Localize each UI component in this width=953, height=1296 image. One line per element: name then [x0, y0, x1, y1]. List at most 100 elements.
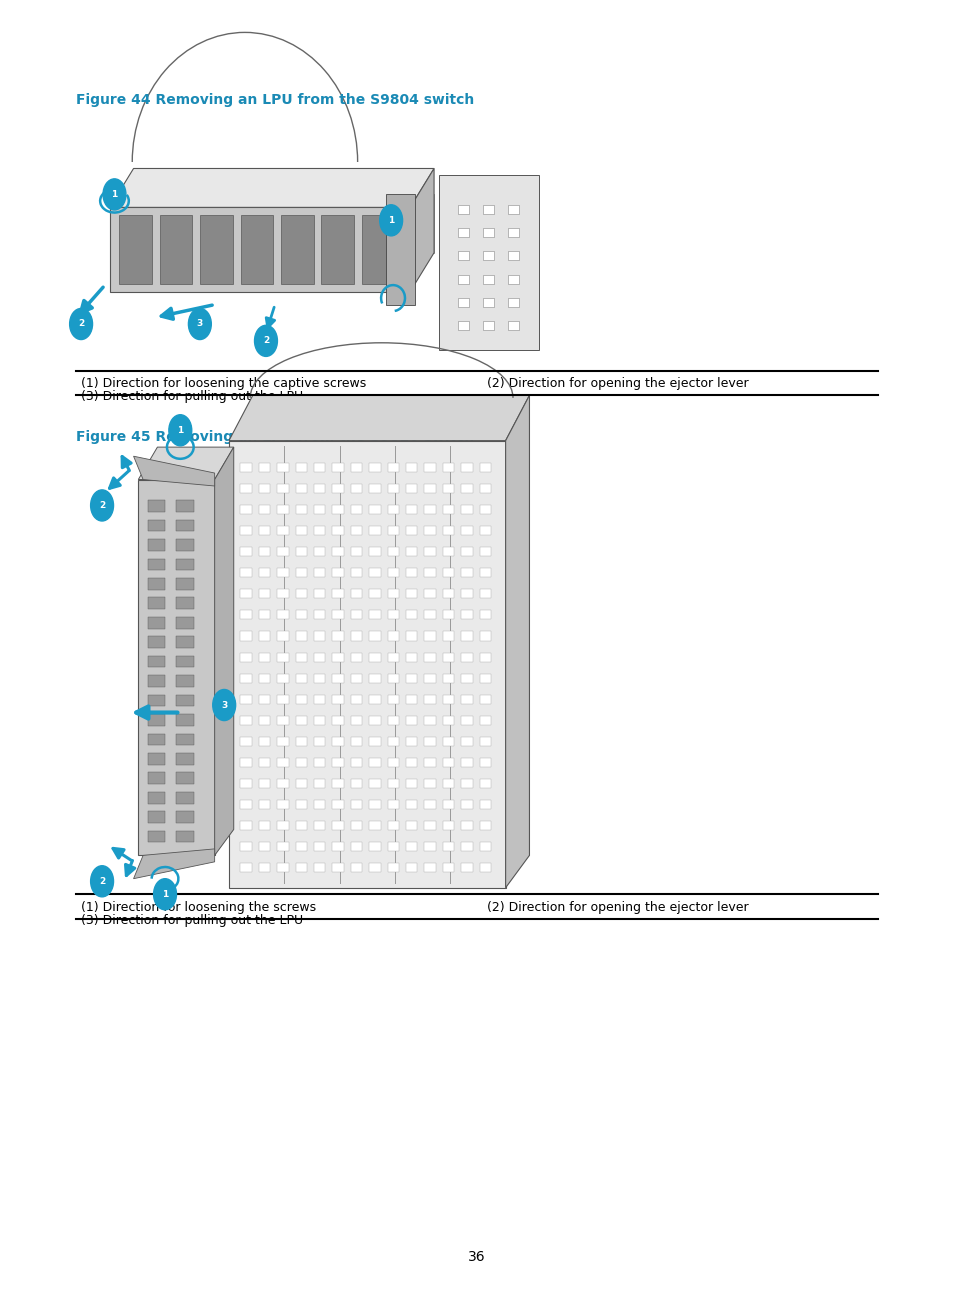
- Bar: [406, 674, 417, 683]
- Bar: [479, 695, 491, 704]
- Bar: [314, 569, 325, 578]
- Bar: [424, 653, 436, 662]
- Text: 1: 1: [112, 191, 117, 198]
- Bar: [369, 485, 380, 494]
- Bar: [442, 842, 454, 851]
- Bar: [387, 715, 398, 724]
- Bar: [424, 485, 436, 494]
- Bar: [406, 822, 417, 831]
- Bar: [110, 207, 410, 292]
- Bar: [457, 228, 469, 237]
- Bar: [442, 863, 454, 872]
- Bar: [424, 526, 436, 535]
- Circle shape: [70, 308, 92, 340]
- Bar: [424, 800, 436, 809]
- Bar: [148, 597, 165, 609]
- Bar: [442, 505, 454, 515]
- Bar: [460, 485, 472, 494]
- Bar: [457, 298, 469, 307]
- Bar: [176, 675, 193, 687]
- Bar: [258, 569, 270, 578]
- Bar: [438, 175, 538, 350]
- Bar: [176, 831, 193, 842]
- Bar: [277, 631, 289, 640]
- Bar: [369, 842, 380, 851]
- Bar: [387, 758, 398, 767]
- Bar: [295, 547, 307, 556]
- Circle shape: [189, 308, 212, 340]
- Bar: [442, 569, 454, 578]
- Circle shape: [103, 179, 126, 210]
- Bar: [332, 800, 343, 809]
- Bar: [314, 715, 325, 724]
- Bar: [351, 695, 362, 704]
- Bar: [277, 715, 289, 724]
- Circle shape: [254, 325, 277, 356]
- Bar: [442, 653, 454, 662]
- Bar: [277, 547, 289, 556]
- Bar: [277, 800, 289, 809]
- Bar: [176, 617, 193, 629]
- Bar: [424, 822, 436, 831]
- Bar: [387, 779, 398, 788]
- Text: 2: 2: [78, 320, 84, 328]
- Bar: [387, 800, 398, 809]
- Bar: [351, 842, 362, 851]
- Bar: [148, 675, 165, 687]
- Bar: [258, 674, 270, 683]
- Bar: [148, 617, 165, 629]
- Bar: [460, 758, 472, 767]
- Text: 2: 2: [99, 877, 105, 885]
- Bar: [387, 590, 398, 599]
- Circle shape: [213, 689, 235, 721]
- Bar: [332, 779, 343, 788]
- Bar: [314, 842, 325, 851]
- Bar: [332, 463, 343, 472]
- Bar: [424, 610, 436, 619]
- Bar: [460, 863, 472, 872]
- Polygon shape: [410, 168, 434, 292]
- Bar: [332, 526, 343, 535]
- Bar: [460, 505, 472, 515]
- Bar: [387, 526, 398, 535]
- Bar: [507, 228, 518, 237]
- Bar: [351, 526, 362, 535]
- Bar: [277, 505, 289, 515]
- Bar: [406, 653, 417, 662]
- Bar: [387, 695, 398, 704]
- Text: 1: 1: [162, 890, 168, 898]
- Bar: [332, 736, 343, 746]
- Bar: [277, 695, 289, 704]
- Bar: [406, 505, 417, 515]
- Bar: [277, 569, 289, 578]
- Text: 1: 1: [388, 216, 394, 224]
- Bar: [369, 758, 380, 767]
- Bar: [258, 779, 270, 788]
- Bar: [240, 526, 252, 535]
- Bar: [406, 863, 417, 872]
- Bar: [479, 779, 491, 788]
- Bar: [351, 505, 362, 515]
- Bar: [240, 463, 252, 472]
- Bar: [277, 463, 289, 472]
- Bar: [369, 610, 380, 619]
- Bar: [479, 463, 491, 472]
- Bar: [314, 463, 325, 472]
- Bar: [332, 822, 343, 831]
- Bar: [258, 631, 270, 640]
- Bar: [240, 631, 252, 640]
- Bar: [258, 863, 270, 872]
- Bar: [176, 520, 193, 531]
- Bar: [460, 695, 472, 704]
- Bar: [332, 505, 343, 515]
- Bar: [460, 590, 472, 599]
- Bar: [240, 842, 252, 851]
- Bar: [442, 485, 454, 494]
- Bar: [295, 631, 307, 640]
- Bar: [240, 863, 252, 872]
- Bar: [314, 610, 325, 619]
- Bar: [424, 463, 436, 472]
- Bar: [442, 547, 454, 556]
- Bar: [460, 779, 472, 788]
- Bar: [240, 674, 252, 683]
